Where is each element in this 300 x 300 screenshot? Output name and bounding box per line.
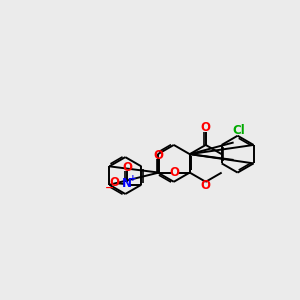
Text: N: N xyxy=(122,177,132,190)
Text: O: O xyxy=(110,176,119,189)
Text: O: O xyxy=(201,121,211,134)
Text: +: + xyxy=(128,174,136,183)
Text: O: O xyxy=(154,148,164,162)
Text: Cl: Cl xyxy=(233,124,245,137)
Text: O: O xyxy=(201,179,211,192)
Text: O: O xyxy=(169,166,179,179)
Text: −: − xyxy=(104,183,114,193)
Text: O: O xyxy=(122,161,132,174)
